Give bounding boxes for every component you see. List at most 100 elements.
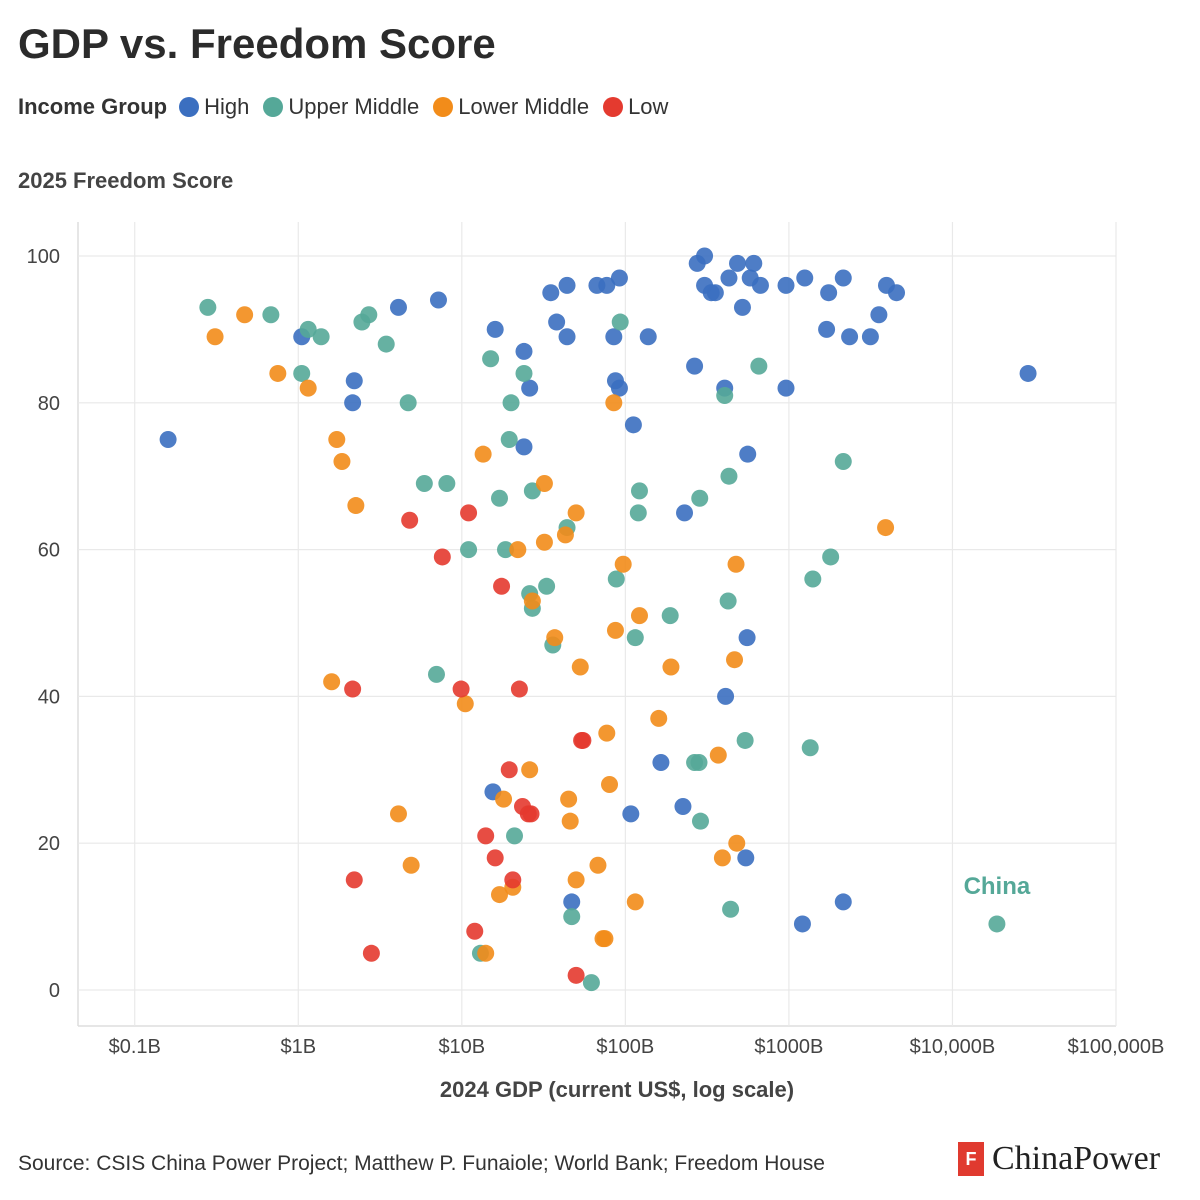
data-point-lower-middle [630, 607, 648, 625]
legend-swatch-upper-middle [263, 97, 284, 117]
data-point-high [676, 504, 694, 522]
data-point-high [345, 372, 363, 390]
data-point-high [344, 394, 362, 412]
data-point-upper-middle [360, 306, 378, 324]
data-point-upper-middle [497, 541, 515, 559]
data-point-high [738, 629, 756, 647]
data-point-high [706, 284, 724, 302]
brand-logo[interactable]: F ChinaPower [958, 1140, 1160, 1178]
data-point-low [362, 944, 380, 962]
data-point-lower-middle [571, 658, 589, 676]
data-point-high [861, 328, 879, 346]
data-point-lower-middle [299, 379, 317, 397]
legend-item-low[interactable]: Low [603, 94, 668, 120]
legend-item-upper-middle[interactable]: Upper Middle [263, 94, 419, 120]
data-point-upper-middle [377, 335, 395, 353]
data-point-lower-middle [877, 519, 895, 537]
data-point-lower-middle [456, 695, 474, 713]
data-point-upper-middle [460, 541, 478, 559]
data-point-high [841, 328, 859, 346]
data-point-upper-middle [491, 489, 509, 507]
data-point-high [834, 893, 852, 911]
y-tick-label: 100 [27, 246, 60, 268]
legend: Income Group High Upper Middle Lower Mid… [18, 94, 682, 120]
data-point-high [793, 915, 811, 933]
data-point-high [652, 753, 670, 771]
data-point-upper-middle [804, 570, 822, 588]
data-point-upper-middle [482, 350, 500, 368]
data-point-lower-middle [521, 761, 539, 779]
data-point-high [674, 798, 692, 815]
data-point-low [345, 871, 363, 889]
data-point-lower-middle [560, 790, 578, 808]
legend-label-high: High [204, 94, 250, 119]
data-point-lower-middle [601, 775, 619, 793]
data-point-lower-middle [333, 453, 351, 471]
data-point-high [563, 893, 581, 911]
data-point-high [717, 687, 735, 705]
data-point-high [610, 269, 628, 287]
data-point-low [500, 761, 518, 779]
data-point-low [486, 849, 504, 867]
data-point-lower-middle [567, 871, 585, 889]
data-point-high [624, 416, 642, 434]
data-point-upper-middle [611, 313, 629, 331]
legend-label-upper-middle: Upper Middle [288, 94, 420, 119]
data-point-upper-middle [415, 475, 433, 493]
source-note: Source: CSIS China Power Project; Matthe… [18, 1152, 825, 1175]
data-point-high [751, 276, 769, 294]
data-point-high [888, 284, 906, 302]
data-point-high [542, 284, 560, 302]
data-point-upper-middle [661, 607, 679, 625]
legend-item-high[interactable]: High [179, 94, 249, 120]
x-tick-label: $1000B [754, 1036, 823, 1058]
brand-name: ChinaPower [992, 1140, 1161, 1177]
data-point-upper-middle [563, 908, 581, 926]
data-point-lower-middle [626, 893, 644, 911]
data-point-low [510, 680, 528, 698]
data-point-upper-middle [822, 548, 840, 566]
data-point-lower-middle [662, 658, 680, 676]
y-tick-label: 20 [38, 833, 60, 855]
data-point-lower-middle [598, 724, 616, 742]
data-point-upper-middle [299, 320, 317, 338]
legend-title: Income Group [18, 94, 168, 119]
data-point-upper-middle [500, 431, 518, 448]
data-point-high [737, 849, 755, 867]
x-axis-title: 2024 GDP (current US$, log scale) [440, 1077, 794, 1102]
data-point-upper-middle [312, 328, 330, 346]
data-point-lower-middle [477, 944, 495, 962]
x-tick-label: $10,000B [910, 1036, 996, 1058]
data-point-upper-middle [736, 731, 754, 749]
data-point-upper-middle [750, 357, 768, 375]
data-point-lower-middle [556, 526, 574, 544]
data-point-upper-middle [438, 475, 456, 493]
legend-label-lower-middle: Lower Middle [458, 94, 590, 119]
data-point-upper-middle [720, 467, 738, 485]
data-point-high [818, 320, 836, 338]
data-point-upper-middle [502, 394, 520, 412]
data-point-lower-middle [402, 856, 420, 874]
data-point-low [401, 511, 419, 529]
data-point-low [567, 966, 585, 984]
data-point-high [486, 320, 504, 338]
y-tick-label: 0 [49, 980, 60, 1002]
data-point-upper-middle [399, 394, 417, 412]
legend-item-lower-middle[interactable]: Lower Middle [433, 94, 589, 120]
data-point-high [777, 276, 795, 294]
chart-title: GDP vs. Freedom Score [18, 20, 496, 67]
data-point-lower-middle [728, 834, 746, 852]
y-tick-label: 60 [38, 540, 60, 562]
data-point-high [639, 328, 657, 346]
data-point-lower-middle [328, 431, 346, 448]
data-point-upper-middle [626, 629, 644, 647]
data-point-lower-middle [726, 651, 744, 669]
data-point-high [622, 805, 640, 823]
data-point-low [493, 577, 511, 595]
data-point-upper-middle [515, 364, 533, 382]
data-point-high [729, 254, 747, 272]
y-tick-label: 80 [38, 393, 60, 415]
data-point-lower-middle [606, 621, 624, 639]
data-point-upper-middle [722, 900, 740, 918]
data-point-upper-middle [293, 364, 311, 382]
